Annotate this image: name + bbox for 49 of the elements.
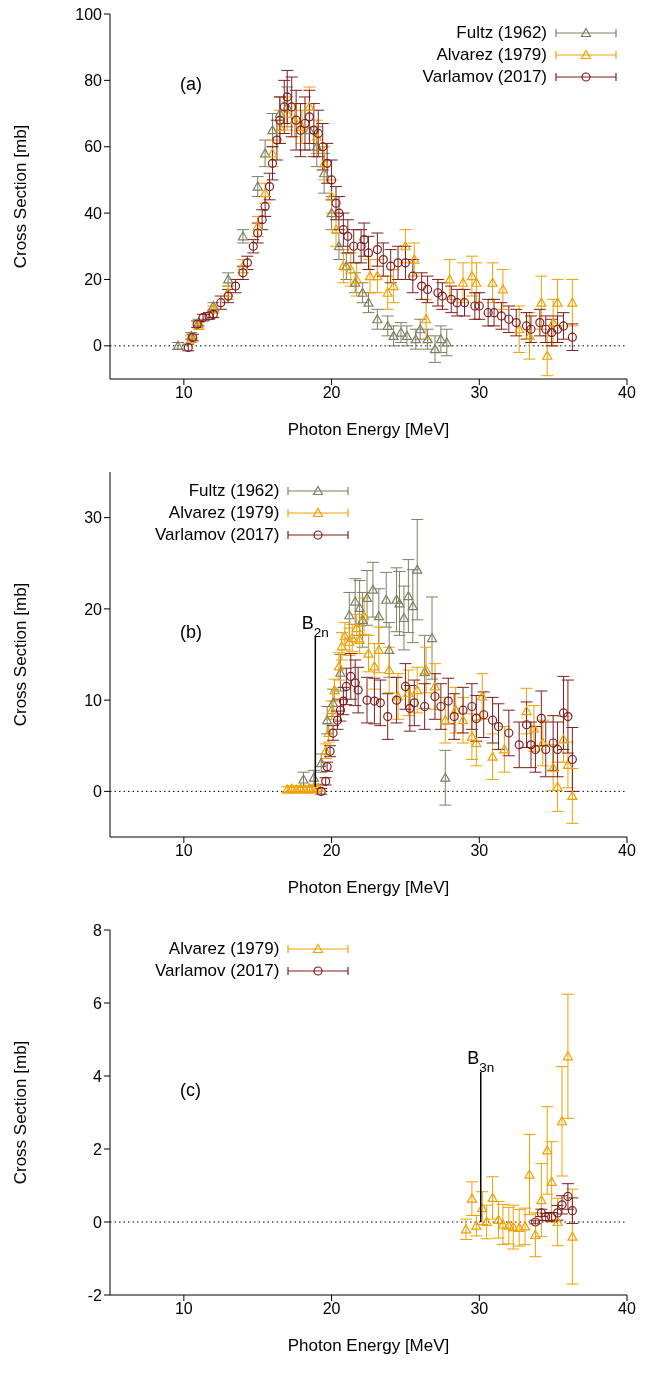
x-tick-label: 20 <box>322 384 341 402</box>
x-tick-label: 10 <box>174 1300 193 1318</box>
x-tick-label: 20 <box>322 842 341 860</box>
y-tick-label: 0 <box>93 1213 103 1231</box>
x-axis-title: Photon Energy [MeV] <box>287 1336 450 1355</box>
y-tick-label: 60 <box>84 138 103 156</box>
y-tick-label: 100 <box>75 5 103 23</box>
x-tick-label: 30 <box>470 1300 489 1318</box>
y-axis-title: Cross Section [mb] <box>11 582 31 727</box>
annotation: B$_{3n}$ <box>467 1048 495 1075</box>
label-pointer: B$_{2n}$ <box>301 612 329 788</box>
y-tick-label: 20 <box>84 271 103 289</box>
legend-label: Fultz (1962) <box>456 23 547 43</box>
y-tick-label: 0 <box>93 337 103 355</box>
y-tick-label: 80 <box>84 72 103 90</box>
x-axis-title: Photon Energy [MeV] <box>287 420 450 439</box>
y-tick-label: 30 <box>84 509 103 527</box>
label-pointer: B$_{3n}$ <box>467 1048 495 1223</box>
y-tick-label: 2 <box>93 1140 103 1158</box>
y-tick-label: 0 <box>93 783 103 801</box>
x-tick-label: 30 <box>470 384 489 402</box>
y-tick-label: 10 <box>84 691 103 709</box>
annotation: (a) <box>180 74 202 95</box>
x-tick-label: 40 <box>618 1300 636 1318</box>
legend-label: Alvarez (1979) <box>168 939 280 959</box>
x-tick-label: 20 <box>322 1300 341 1318</box>
x-axis-title: Photon Energy [MeV] <box>287 878 450 897</box>
annotation: B$_{2n}$ <box>301 612 329 640</box>
y-tick-label: 4 <box>93 1067 103 1085</box>
y-tick-label: 40 <box>84 204 103 222</box>
legend-label: Varlamov (2017) <box>155 525 280 545</box>
x-tick-label: 10 <box>174 384 193 402</box>
y-tick-label: 6 <box>93 994 103 1012</box>
legend-label: Alvarez (1979) <box>436 45 547 65</box>
x-tick-label: 10 <box>174 842 193 860</box>
annotation: (b) <box>180 622 202 643</box>
y-tick-label: -2 <box>87 1286 103 1304</box>
legend-label: Varlamov (2017) <box>422 67 547 87</box>
y-axis-title: Cross Section [mb] <box>11 124 31 269</box>
x-tick-label: 40 <box>618 842 636 860</box>
y-axis-title: Cross Section [mb] <box>11 1040 31 1185</box>
x-tick-label: 30 <box>470 842 489 860</box>
y-tick-label: 20 <box>84 600 103 618</box>
annotation: (c) <box>180 1080 201 1101</box>
legend-label: Alvarez (1979) <box>168 503 280 523</box>
legend-label: Fultz (1962) <box>188 481 280 501</box>
legend-label: Varlamov (2017) <box>155 961 280 981</box>
y-tick-label: 8 <box>93 921 103 939</box>
x-tick-label: 40 <box>618 384 636 402</box>
